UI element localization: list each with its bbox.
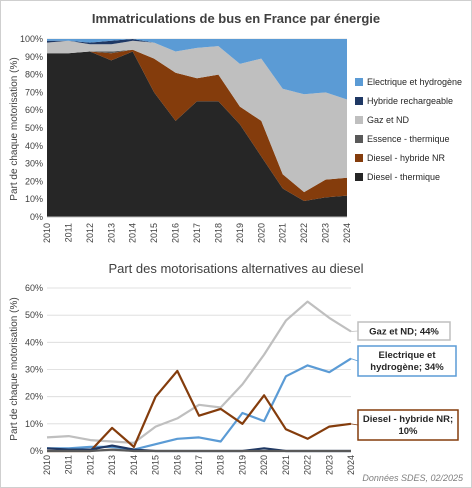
line-x-tick-label: 2010 [42,455,52,475]
area-y-tick-label: 30% [25,159,43,169]
area-x-tick-label: 2017 [192,223,202,243]
area-y-tick-label: 90% [25,52,43,62]
callout-leader [350,358,359,362]
legend-label-electrique-et-hydrogene: Electrique et hydrogène [367,77,462,87]
area-x-tick-label: 2018 [213,223,223,243]
area-x-tick-label: 2013 [106,223,116,243]
line-x-tick-label: 2018 [216,455,226,475]
area-x-tick-label: 2011 [63,223,73,242]
area-series-diesel-hybride-nr [47,49,347,202]
legend-swatch-gaz-et-nd [355,116,363,124]
area-chart-y-ticks: 0% 10% 20% 30% 40% 50% 60% 70% 80% 90% 100% [20,34,43,222]
area-x-tick-label: 2010 [42,223,52,243]
legend-swatch-electrique-et-hydrogene [355,78,363,86]
callout-leader [350,423,359,426]
line-chart-y-ticks: 0% 10% 20% 30% 40% 50% 60% [25,283,43,456]
area-y-tick-label: 40% [25,141,43,151]
line-y-tick-label: 60% [25,283,43,293]
line-y-tick-label: 0% [30,446,43,456]
callout-label: Gaz et ND; 44% [369,327,439,338]
line-x-tick-label: 2014 [129,455,139,475]
source-note: Données SDES, 02/2025 [362,473,464,483]
area-series-diesel-thermique [47,51,347,217]
callout-gaz-et-nd: Gaz et ND; 44% [350,321,451,341]
area-y-tick-label: 10% [25,194,43,204]
callout-label: Diesel - hybride NR; [363,414,453,425]
line-chart-series [46,300,352,453]
line-series-essence-thermique [47,448,351,453]
area-chart-series [47,39,347,218]
area-x-tick-label: 2012 [85,223,95,243]
line-x-tick-label: 2022 [303,455,313,475]
area-y-tick-label: 100% [20,34,43,44]
area-x-tick-label: 2014 [128,223,138,243]
callout-diesel-hybride-nr: Diesel - hybride NR;10% [350,409,459,441]
legend-swatch-essence-thermique [355,135,363,143]
callout-label: Electrique et [378,350,436,361]
legend-label-diesel-hybride-nr: Diesel - hybride NR [367,153,446,163]
line-y-tick-label: 50% [25,310,43,320]
area-y-tick-label: 0% [30,212,43,222]
callout-box [357,321,451,341]
callout-label: 10% [398,426,418,437]
area-x-tick-label: 2022 [299,223,309,243]
line-x-tick-label: 2016 [172,455,182,475]
area-x-tick-label: 2024 [342,223,352,243]
line-y-tick-label: 30% [25,365,43,375]
area-y-tick-label: 50% [25,123,43,133]
area-series-gaz-et-nd [47,40,347,193]
area-chart: Immatriculations de bus en France par én… [9,11,462,243]
area-x-tick-label: 2016 [171,223,181,243]
legend-label-gaz-et-nd: Gaz et ND [367,115,410,125]
line-x-tick-label: 2013 [107,455,117,475]
line-x-tick-label: 2023 [324,455,334,475]
legend-label-hybride-rechargeable: Hybride rechargeable [367,96,453,106]
line-x-tick-label: 2021 [281,455,291,475]
line-x-tick-label: 2019 [237,455,247,475]
legend-label-diesel-thermique: Diesel - thermique [367,172,440,182]
legend-swatch-diesel-hybride-nr [355,154,363,162]
line-y-tick-label: 40% [25,337,43,347]
legend-swatch-diesel-thermique [355,173,363,181]
line-x-tick-label: 2012 [85,455,95,475]
line-series-diesel-hybride-nr [47,369,352,453]
area-chart-x-ticks: 2010 2011 2012 2013 2014 2015 2016 2017 2018 2019… [42,223,352,243]
line-series-gaz-et-nd [46,300,352,444]
line-chart-grid [47,287,351,452]
area-chart-y-label: Part de chaque motorisation (%) [9,57,20,200]
area-y-tick-label: 20% [25,176,43,186]
area-y-tick-label: 70% [25,87,43,97]
area-x-tick-label: 2015 [149,223,159,243]
line-x-tick-label: 2020 [259,455,269,475]
area-x-tick-label: 2021 [278,223,288,243]
line-chart-x-ticks: 2010 2011 2012 2013 2014 2015 2016 2017 2018 2019… [42,455,356,475]
line-y-tick-label: 10% [25,419,43,429]
callout-box [357,345,457,377]
line-x-tick-label: 2011 [64,455,74,474]
line-x-tick-label: 2017 [194,455,204,475]
area-y-tick-label: 80% [25,70,43,80]
callout-label: hydrogène; 34% [370,362,444,373]
callout-box [357,409,459,441]
line-x-tick-label: 2024 [346,455,356,475]
line-series-electrique-et-hydrogene [47,357,352,451]
area-series-electrique-et-hydrogene [47,39,347,100]
line-x-tick-label: 2015 [151,455,161,475]
legend-swatch-hybride-rechargeable [355,97,363,105]
line-chart-y-label: Part de chaque motorisation (%) [9,297,20,440]
legend-label-essence-thermique: Essence - thermique [367,134,450,144]
line-chart: Part des motorisations alternatives au d… [9,261,459,475]
area-x-tick-label: 2020 [256,223,266,243]
line-chart-title: Part des motorisations alternatives au d… [108,261,363,276]
area-chart-title: Immatriculations de bus en France par én… [92,11,380,26]
area-x-tick-label: 2019 [235,223,245,243]
line-y-tick-label: 20% [25,392,43,402]
area-chart-legend: Electrique et hydrogène Hybride rechargea… [355,77,462,182]
area-y-tick-label: 60% [25,105,43,115]
area-x-tick-label: 2023 [321,223,331,243]
